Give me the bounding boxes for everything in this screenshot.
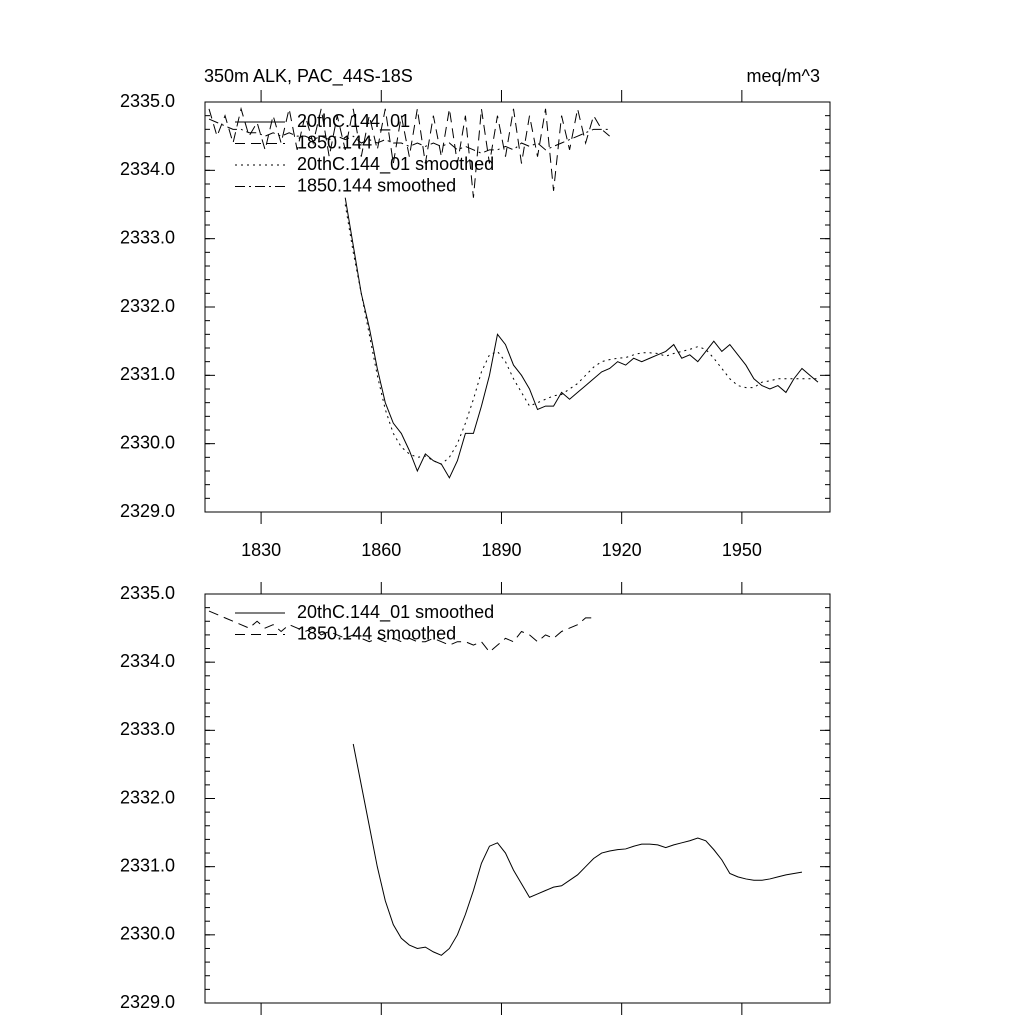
chart-title: 350m ALK, PAC_44S-18S — [204, 66, 413, 87]
y-tick-label: 2330.0 — [120, 432, 175, 452]
x-tick-label: 1830 — [241, 540, 281, 560]
series-line — [352, 743, 803, 956]
series-line — [208, 118, 610, 154]
legend-label: 20thC.144_01 smoothed — [297, 154, 494, 175]
y-tick-label: 2329.0 — [120, 992, 175, 1012]
y-tick-label: 2329.0 — [120, 501, 175, 521]
legend-label: 1850.144 — [297, 132, 372, 152]
series-line — [344, 197, 819, 479]
series-line — [208, 610, 594, 653]
x-tick-label: 1890 — [481, 540, 521, 560]
y-tick-label: 2331.0 — [120, 855, 175, 875]
legend-label: 20thC.144_01 smoothed — [297, 602, 494, 623]
x-tick-label: 1860 — [361, 540, 401, 560]
legend-label: 1850.144 smoothed — [297, 623, 456, 643]
y-tick-label: 2335.0 — [120, 583, 175, 603]
y-tick-label: 2332.0 — [120, 787, 175, 807]
y-tick-label: 2335.0 — [120, 91, 175, 111]
y-tick-label: 2330.0 — [120, 924, 175, 944]
legend-label: 1850.144 smoothed — [297, 175, 456, 195]
y-tick-label: 2333.0 — [120, 227, 175, 247]
y-tick-label: 2332.0 — [120, 296, 175, 316]
x-tick-label: 1950 — [722, 540, 762, 560]
units-label: meq/m^3 — [747, 66, 820, 86]
series-line — [344, 204, 818, 465]
x-tick-label: 1920 — [602, 540, 642, 560]
legend-label: 20thC.144_01 — [297, 111, 410, 132]
y-tick-label: 2334.0 — [120, 159, 175, 179]
y-tick-label: 2333.0 — [120, 719, 175, 739]
y-tick-label: 2334.0 — [120, 651, 175, 671]
y-tick-label: 2331.0 — [120, 364, 175, 384]
series-line — [208, 106, 610, 198]
